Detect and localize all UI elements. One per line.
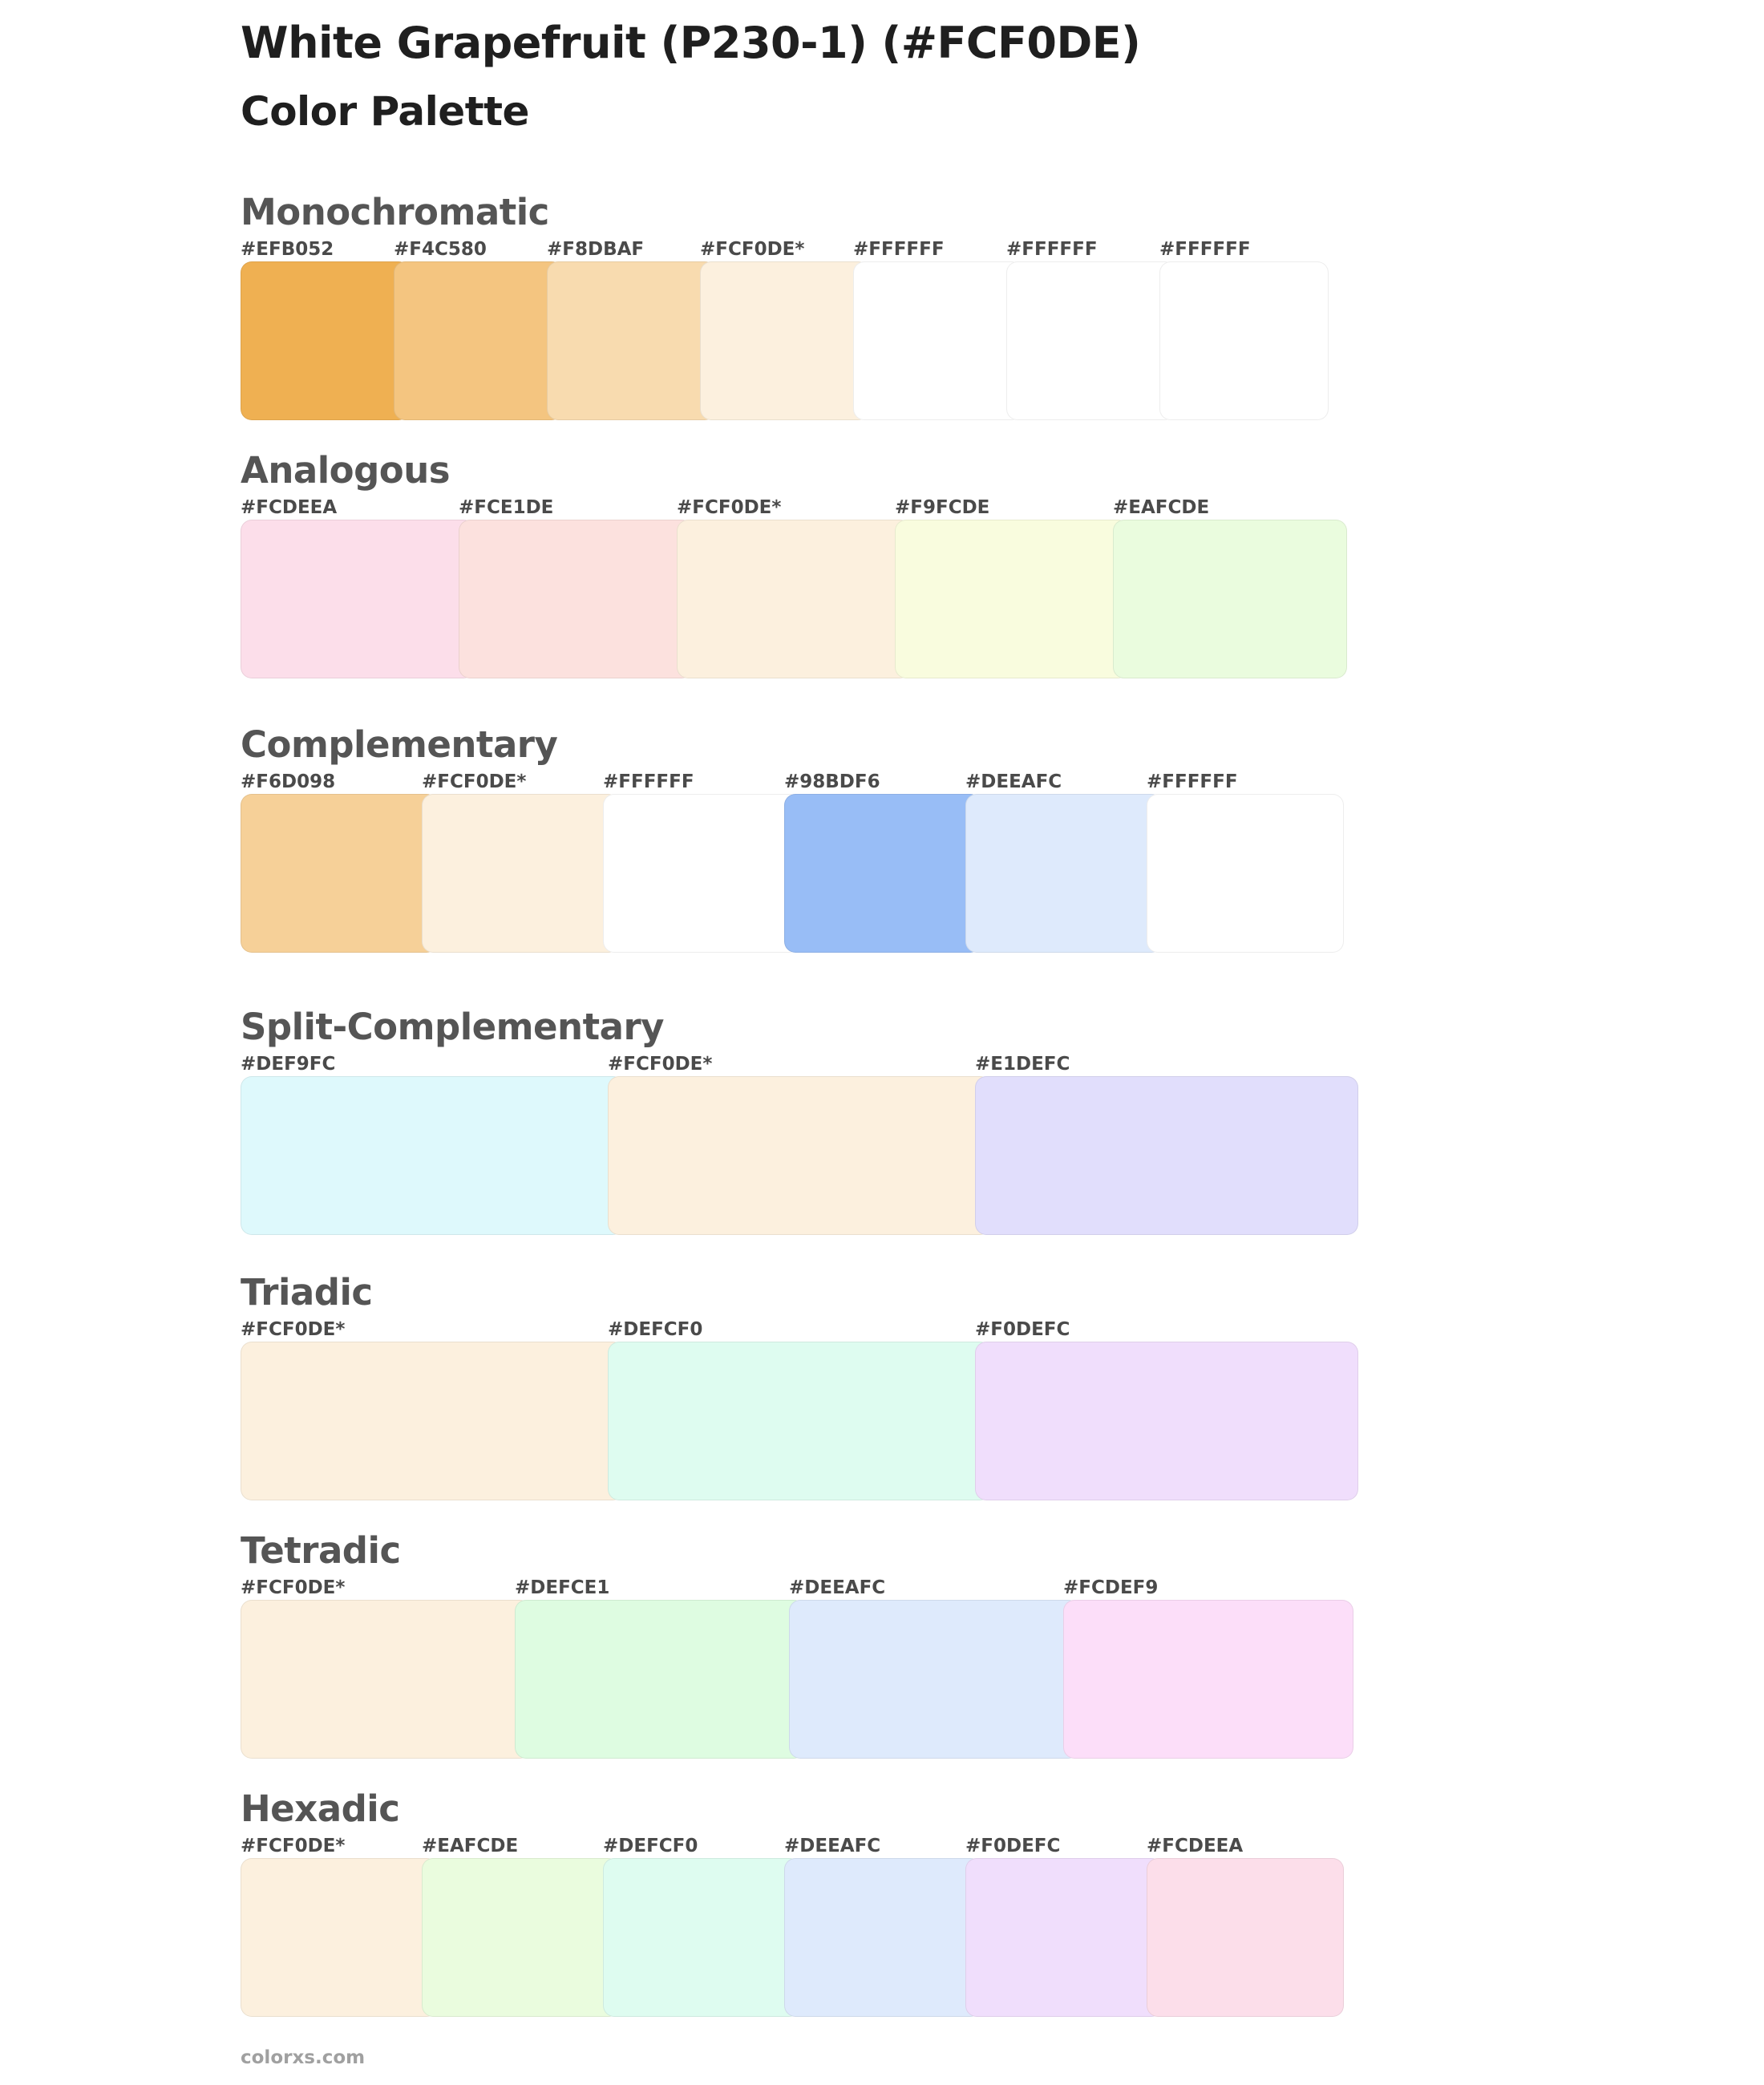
- color-swatch[interactable]: [422, 1858, 619, 2017]
- color-swatch[interactable]: [241, 1342, 624, 1500]
- color-swatch[interactable]: [1147, 794, 1344, 953]
- color-swatch[interactable]: [241, 1600, 531, 1759]
- swatch-hex-label: #FCDEF9: [1063, 1577, 1159, 1598]
- color-swatch[interactable]: [677, 520, 911, 678]
- swatch-hex-label: #EAFCDE: [1113, 497, 1210, 518]
- color-swatch[interactable]: [241, 1076, 624, 1235]
- color-swatch[interactable]: [241, 520, 475, 678]
- color-swatch[interactable]: [241, 261, 410, 420]
- color-swatch[interactable]: [608, 1342, 991, 1500]
- page-subtitle: Color Palette: [241, 88, 529, 135]
- swatch-hex-label: #FCF0DE*: [677, 497, 782, 518]
- swatch-labels: #FCF0DE* #DEFCF0 #F0DEFC: [241, 1319, 1443, 1342]
- color-swatch[interactable]: [459, 520, 693, 678]
- color-swatch[interactable]: [895, 520, 1129, 678]
- swatch-hex-label: #F0DEFC: [975, 1319, 1070, 1340]
- section-title: Analogous: [241, 449, 451, 492]
- color-swatch[interactable]: [1159, 261, 1329, 420]
- swatch-hex-label: #DEF9FC: [241, 1054, 336, 1075]
- section-title: Complementary: [241, 723, 558, 766]
- swatch-hex-label: #FFFFFF: [853, 239, 945, 260]
- color-swatch[interactable]: [965, 794, 1163, 953]
- swatch-hex-label: #DEFCF0: [603, 1836, 698, 1856]
- swatch-hex-label: #FCDEEA: [1147, 1836, 1244, 1856]
- swatch-hex-label: #FCF0DE*: [608, 1054, 713, 1075]
- color-swatch[interactable]: [608, 1076, 991, 1235]
- section-title: Tetradic: [241, 1529, 401, 1572]
- color-swatch[interactable]: [1113, 520, 1347, 678]
- swatch-hex-label: #98BDF6: [784, 771, 880, 792]
- swatch-hex-label: #FCF0DE*: [241, 1319, 346, 1340]
- color-swatch[interactable]: [241, 1858, 438, 2017]
- swatch-hex-label: #FCF0DE*: [422, 771, 527, 792]
- swatch-hex-label: #DEEAFC: [965, 771, 1062, 792]
- color-swatch[interactable]: [547, 261, 716, 420]
- swatch-hex-label: #FFFFFF: [1006, 239, 1098, 260]
- color-swatch[interactable]: [515, 1600, 805, 1759]
- swatch-hex-label: #EAFCDE: [422, 1836, 519, 1856]
- swatch-hex-label: #F6D098: [241, 771, 336, 792]
- swatch-hex-label: #F0DEFC: [965, 1836, 1061, 1856]
- color-swatch[interactable]: [603, 794, 800, 953]
- swatch-labels: #FCDEEA #FCE1DE #FCF0DE* #F9FCDE #EAFCDE: [241, 497, 1443, 520]
- swatch-hex-label: #E1DEFC: [975, 1054, 1070, 1075]
- swatch-hex-label: #FFFFFF: [603, 771, 694, 792]
- swatch-hex-label: #FCF0DE*: [241, 1836, 346, 1856]
- swatch-hex-label: #DEFCE1: [515, 1577, 610, 1598]
- color-swatch[interactable]: [1006, 261, 1175, 420]
- footer-site-name[interactable]: colorxs.com: [241, 2047, 366, 2068]
- swatch-labels: #EFB052 #F4C580 #F8DBAF #FCF0DE* #FFFFFF #FFF…: [241, 239, 1443, 261]
- swatch-hex-label: #F4C580: [394, 239, 487, 260]
- color-swatch[interactable]: [241, 794, 438, 953]
- color-swatch[interactable]: [603, 1858, 800, 2017]
- swatch-hex-label: #FCDEEA: [241, 497, 338, 518]
- swatch-hex-label: #EFB052: [241, 239, 334, 260]
- swatch-hex-label: #FFFFFF: [1159, 239, 1251, 260]
- color-swatch[interactable]: [975, 1076, 1358, 1235]
- color-swatch[interactable]: [965, 1858, 1163, 2017]
- color-swatch[interactable]: [1063, 1600, 1353, 1759]
- section-title: Triadic: [241, 1271, 373, 1314]
- section-title: Hexadic: [241, 1787, 400, 1830]
- swatch-hex-label: #FCE1DE: [459, 497, 554, 518]
- color-swatch[interactable]: [784, 1858, 981, 2017]
- color-swatch[interactable]: [1147, 1858, 1344, 2017]
- color-swatch[interactable]: [975, 1342, 1358, 1500]
- swatch-labels: #DEF9FC #FCF0DE* #E1DEFC: [241, 1054, 1443, 1076]
- color-swatch[interactable]: [394, 261, 563, 420]
- swatch-hex-label: #FCF0DE*: [700, 239, 805, 260]
- color-swatch[interactable]: [853, 261, 1022, 420]
- swatch-hex-label: #FCF0DE*: [241, 1577, 346, 1598]
- swatch-labels: #F6D098 #FCF0DE* #FFFFFF #98BDF6 #DEEAFC #FFF…: [241, 771, 1443, 794]
- swatch-hex-label: #DEEAFC: [784, 1836, 881, 1856]
- swatch-hex-label: #F9FCDE: [895, 497, 990, 518]
- color-swatch[interactable]: [784, 794, 981, 953]
- color-swatch[interactable]: [700, 261, 869, 420]
- section-title: Split-Complementary: [241, 1006, 665, 1048]
- color-swatch[interactable]: [789, 1600, 1079, 1759]
- swatch-hex-label: #DEFCF0: [608, 1319, 703, 1340]
- swatch-hex-label: #DEEAFC: [789, 1577, 886, 1598]
- section-title: Monochromatic: [241, 191, 549, 233]
- swatch-hex-label: #F8DBAF: [547, 239, 645, 260]
- swatch-labels: #FCF0DE* #EAFCDE #DEFCF0 #DEEAFC #F0DEFC #FCD…: [241, 1836, 1443, 1858]
- swatch-labels: #FCF0DE* #DEFCE1 #DEEAFC #FCDEF9: [241, 1577, 1443, 1600]
- swatch-hex-label: #FFFFFF: [1147, 771, 1238, 792]
- color-swatch[interactable]: [422, 794, 619, 953]
- page-title: White Grapefruit (P230-1) (#FCF0DE): [241, 18, 1141, 68]
